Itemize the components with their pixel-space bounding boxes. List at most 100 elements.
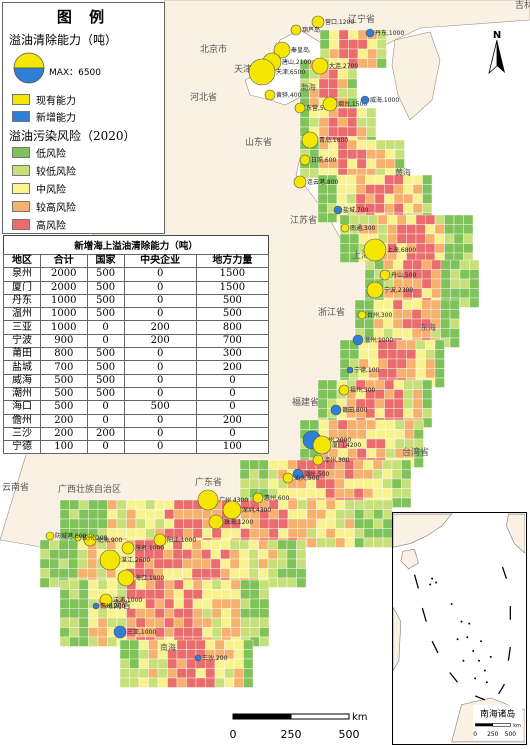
risk-cell xyxy=(425,349,436,360)
table-cell: 0 xyxy=(86,413,125,428)
risk-cell xyxy=(315,488,326,499)
risk-cell xyxy=(97,617,108,628)
province-label: 江苏省 xyxy=(290,214,317,226)
risk-cell xyxy=(463,224,474,235)
city-marker: 广州,4300 xyxy=(197,489,248,511)
risk-cell xyxy=(356,126,367,137)
risk-cell xyxy=(374,184,385,195)
risk-cell xyxy=(138,668,149,679)
risk-cell xyxy=(107,509,118,520)
risk-cell xyxy=(366,448,377,459)
risk-cell xyxy=(358,214,369,225)
table-row: 盐城 700 500 0 200 xyxy=(3,360,270,375)
table-row: 潮州 500 500 0 0 xyxy=(3,386,270,402)
risk-swatch xyxy=(12,146,30,158)
risk-cell xyxy=(201,539,212,550)
risk-cell xyxy=(422,184,433,195)
risk-cell xyxy=(78,627,89,638)
risk-cell xyxy=(88,627,99,638)
table-row: 宁德 100 0 0 100 xyxy=(3,440,270,455)
risk-cell xyxy=(463,214,474,225)
risk-cell xyxy=(363,478,374,489)
risk-cell xyxy=(392,309,403,320)
existing-capacity-circle xyxy=(299,154,311,166)
table-cell: 2000 xyxy=(39,267,88,282)
risk-cell xyxy=(192,518,203,529)
legend-existing: 现有能力 xyxy=(12,93,76,107)
table-cell: 0 xyxy=(195,373,270,388)
risk-cell xyxy=(406,233,417,244)
risk-cell xyxy=(374,203,385,214)
risk-cell xyxy=(347,158,358,169)
risk-cell xyxy=(396,233,407,244)
risk-cell xyxy=(286,558,297,569)
risk-cell xyxy=(126,518,137,529)
city-label: 台州,300 xyxy=(367,311,393,319)
city-marker: 舟山,500 xyxy=(379,269,417,281)
risk-cell xyxy=(202,528,213,539)
table-cell: 200 xyxy=(123,333,197,349)
risk-cell xyxy=(221,598,232,609)
city-label: 广州,4300 xyxy=(219,496,248,504)
existing-capacity-circle xyxy=(363,238,387,262)
table-cell: 2000 xyxy=(39,280,88,295)
risk-cell xyxy=(267,568,278,579)
risk-cell xyxy=(382,478,393,489)
risk-cell xyxy=(154,589,165,600)
table-cell: 700 xyxy=(195,333,270,349)
risk-cell xyxy=(413,419,424,430)
risk-cell xyxy=(391,488,402,499)
scale-unit: km xyxy=(352,712,368,723)
risk-cell xyxy=(97,636,108,647)
table-cell: 500 xyxy=(195,293,270,309)
risk-cell xyxy=(176,668,187,679)
risk-cell xyxy=(239,549,250,560)
risk-cell xyxy=(363,488,374,499)
risk-cell xyxy=(347,107,358,118)
legend-risk: 低风险 xyxy=(12,146,66,160)
legend: 图 例 溢油清除能力（吨） MAX：6500 现有能力 新增能力 溢油污染风险（… xyxy=(2,2,165,234)
risk-cell xyxy=(356,107,367,118)
risk-cell xyxy=(211,598,222,609)
risk-cell xyxy=(368,349,379,360)
city-marker: 潮州,500 xyxy=(292,468,330,480)
risk-cell xyxy=(406,349,417,360)
city-label: 营口,1200 xyxy=(325,18,354,26)
risk-cell xyxy=(286,539,297,550)
risk-cell xyxy=(220,539,231,550)
islands xyxy=(429,577,492,684)
risk-cell xyxy=(396,214,407,225)
city-marker: 厦门,4200 xyxy=(312,435,361,455)
existing-capacity-circle xyxy=(99,593,113,607)
risk-cell xyxy=(373,528,384,539)
risk-grid xyxy=(39,29,480,688)
risk-cell xyxy=(224,639,235,650)
risk-cell xyxy=(297,499,308,510)
risk-cell xyxy=(258,539,269,550)
risk-cell xyxy=(183,598,194,609)
risk-label: 低风险 xyxy=(36,148,66,160)
risk-cell xyxy=(259,598,270,609)
risk-cell xyxy=(402,318,413,329)
table-row: 丹东 1000 500 0 500 xyxy=(3,293,270,309)
risk-cell xyxy=(202,579,213,590)
risk-cell xyxy=(316,518,327,529)
city-label: 茂名,1000 xyxy=(135,544,164,552)
risk-cell xyxy=(249,598,260,609)
risk-cell xyxy=(183,627,194,638)
risk-cell xyxy=(366,438,377,449)
risk-cell xyxy=(211,579,222,590)
risk-cell xyxy=(334,488,345,499)
risk-cell xyxy=(192,589,203,600)
risk-cell xyxy=(373,537,384,548)
risk-cell xyxy=(387,233,398,244)
risk-cell xyxy=(107,636,118,647)
table-cell: 0 xyxy=(123,413,197,428)
city-marker: 日照,600 xyxy=(299,154,337,166)
risk-cell xyxy=(233,658,244,669)
table-cell: 200 xyxy=(195,413,270,428)
risk-cell xyxy=(344,537,355,548)
risk-cell xyxy=(240,589,251,600)
table-row: 三亚 1000 0 200 800 xyxy=(3,320,270,335)
risk-cell xyxy=(249,528,260,539)
